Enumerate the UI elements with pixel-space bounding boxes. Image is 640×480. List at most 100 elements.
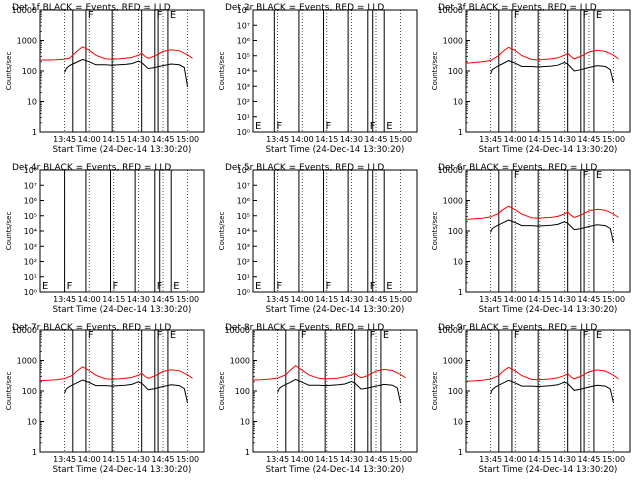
event-marker-label: F bbox=[113, 281, 119, 292]
y-tick-label: 10 bbox=[27, 418, 37, 427]
detector-chart-2: Det 2r BLACK = Events, RED = LLD 10⁰ 10¹ 10… bbox=[218, 3, 418, 155]
y-tick-label: 1000 bbox=[443, 197, 463, 206]
events-series-line bbox=[490, 379, 615, 404]
chart-title: Det 5r BLACK = Events, RED = LLD bbox=[225, 163, 384, 173]
detector-chart-5: Det 5r BLACK = Events, RED = LLD 10⁰ 10¹ 10… bbox=[218, 163, 418, 315]
y-tick-label: 10⁰ bbox=[24, 288, 37, 297]
x-tick-label: 14:00 bbox=[504, 135, 527, 144]
y-tick-label: 10000 bbox=[225, 326, 250, 335]
x-tick-label: 13:45 bbox=[479, 295, 502, 304]
x-tick-label: 14:00 bbox=[78, 295, 101, 304]
chart-title: Det 2r BLACK = Events, RED = LLD bbox=[225, 3, 384, 13]
x-axis-label: Start Time (24-Dec-14 13:30:20) bbox=[53, 465, 192, 475]
y-tick-label: 1000 bbox=[230, 357, 250, 366]
y-axis-label: Counts/sec bbox=[218, 372, 226, 411]
x-tick-label: 14:00 bbox=[504, 295, 527, 304]
y-axis-label: Counts/sec bbox=[431, 52, 439, 91]
x-tick-label: 15:00 bbox=[389, 135, 412, 144]
y-tick-label: 10⁷ bbox=[24, 181, 37, 190]
x-tick-label: 15:00 bbox=[602, 135, 625, 144]
y-tick-label: 1 bbox=[458, 288, 463, 297]
y-tick-label: 10⁴ bbox=[24, 227, 37, 236]
event-marker-label: F bbox=[514, 330, 520, 341]
y-axis-label: Counts/sec bbox=[218, 212, 226, 251]
detector-panel-4: Det 4r BLACK = Events, RED = LLD 10⁰ 10¹ 10… bbox=[0, 160, 213, 320]
x-tick-label: 14:15 bbox=[315, 455, 338, 464]
y-tick-label: 10³ bbox=[237, 82, 250, 91]
x-tick-label: 14:15 bbox=[315, 135, 338, 144]
chart-title: Det 7r BLACK = Events, RED = LLD bbox=[12, 323, 171, 333]
x-axis-label: Start Time (24-Dec-14 13:30:20) bbox=[266, 465, 405, 475]
y-axis-label: Counts/sec bbox=[5, 212, 13, 251]
y-axis-label: Counts/sec bbox=[218, 52, 226, 91]
chart-title: Det 4r BLACK = Events, RED = LLD bbox=[12, 163, 171, 173]
detector-panel-3: Det 3f BLACK = Events, RED = LLD 1 10 100 10… bbox=[426, 0, 639, 160]
x-tick-label: 13:45 bbox=[479, 135, 502, 144]
y-tick-label: 10⁴ bbox=[237, 67, 250, 76]
event-marker-label: F bbox=[583, 170, 589, 181]
detector-chart-1: Det 1f BLACK = Events, RED = LLD 1 10 100 10… bbox=[5, 3, 205, 155]
x-axis-label: Start Time (24-Dec-14 13:30:20) bbox=[479, 305, 618, 315]
x-axis-label: Start Time (24-Dec-14 13:30:20) bbox=[53, 145, 192, 155]
y-axis-label: Counts/sec bbox=[5, 372, 13, 411]
chart-title: Det 3f BLACK = Events, RED = LLD bbox=[438, 3, 597, 13]
x-tick-label: 14:45 bbox=[151, 455, 174, 464]
x-tick-label: 14:15 bbox=[315, 295, 338, 304]
event-marker-label: E bbox=[386, 281, 392, 292]
event-marker-label: F bbox=[370, 330, 376, 341]
y-tick-label: 10⁸ bbox=[24, 166, 37, 175]
event-marker-label: F bbox=[88, 10, 94, 21]
x-tick-label: 15:00 bbox=[176, 455, 199, 464]
x-tick-label: 14:45 bbox=[577, 455, 600, 464]
y-tick-label: 10 bbox=[240, 418, 250, 427]
y-tick-label: 10⁸ bbox=[237, 166, 250, 175]
event-marker-label: E bbox=[386, 121, 392, 132]
x-tick-label: 14:45 bbox=[577, 135, 600, 144]
event-marker-label: E bbox=[173, 281, 179, 292]
y-tick-label: 10⁶ bbox=[237, 197, 250, 206]
x-tick-label: 14:45 bbox=[364, 135, 387, 144]
chart-title: Det 8r BLACK = Events, RED = LLD bbox=[225, 323, 384, 333]
event-marker-label: F bbox=[157, 10, 163, 21]
event-marker-label: E bbox=[383, 330, 389, 341]
events-series-line bbox=[490, 219, 615, 244]
y-tick-label: 10⁵ bbox=[24, 212, 37, 221]
event-marker-label: F bbox=[276, 121, 282, 132]
x-tick-label: 14:30 bbox=[340, 135, 363, 144]
y-tick-label: 100 bbox=[235, 387, 250, 396]
y-axis-label: Counts/sec bbox=[431, 372, 439, 411]
event-marker-label: E bbox=[42, 281, 48, 292]
lld-series-line bbox=[465, 46, 619, 64]
y-tick-label: 10⁷ bbox=[237, 181, 250, 190]
y-tick-label: 1000 bbox=[17, 37, 37, 46]
event-marker-label: E bbox=[596, 330, 602, 341]
x-tick-label: 14:45 bbox=[151, 295, 174, 304]
y-tick-label: 10⁰ bbox=[237, 288, 250, 297]
x-tick-label: 13:45 bbox=[266, 295, 289, 304]
x-tick-label: 14:45 bbox=[577, 295, 600, 304]
event-marker-label: F bbox=[514, 10, 520, 21]
y-tick-label: 10 bbox=[453, 258, 463, 267]
x-tick-label: 14:00 bbox=[291, 455, 314, 464]
x-tick-label: 14:30 bbox=[127, 455, 150, 464]
event-marker-label: E bbox=[255, 121, 261, 132]
y-tick-label: 10⁷ bbox=[237, 21, 250, 30]
x-tick-label: 15:00 bbox=[602, 455, 625, 464]
y-tick-label: 1000 bbox=[443, 37, 463, 46]
event-marker-label: F bbox=[157, 330, 163, 341]
x-tick-label: 13:45 bbox=[479, 455, 502, 464]
event-marker-label: E bbox=[255, 281, 261, 292]
x-tick-label: 14:15 bbox=[528, 135, 551, 144]
x-tick-label: 14:30 bbox=[127, 135, 150, 144]
event-marker-label: F bbox=[326, 121, 332, 132]
y-tick-label: 10000 bbox=[438, 6, 463, 15]
event-marker-label: E bbox=[596, 170, 602, 181]
y-tick-label: 100 bbox=[22, 67, 37, 76]
y-tick-label: 1000 bbox=[443, 357, 463, 366]
x-tick-label: 14:15 bbox=[528, 455, 551, 464]
y-tick-label: 100 bbox=[22, 387, 37, 396]
lld-series-line bbox=[252, 364, 406, 381]
x-axis-label: Start Time (24-Dec-14 13:30:20) bbox=[479, 465, 618, 475]
x-tick-label: 14:15 bbox=[102, 295, 125, 304]
events-series-line bbox=[64, 379, 189, 404]
